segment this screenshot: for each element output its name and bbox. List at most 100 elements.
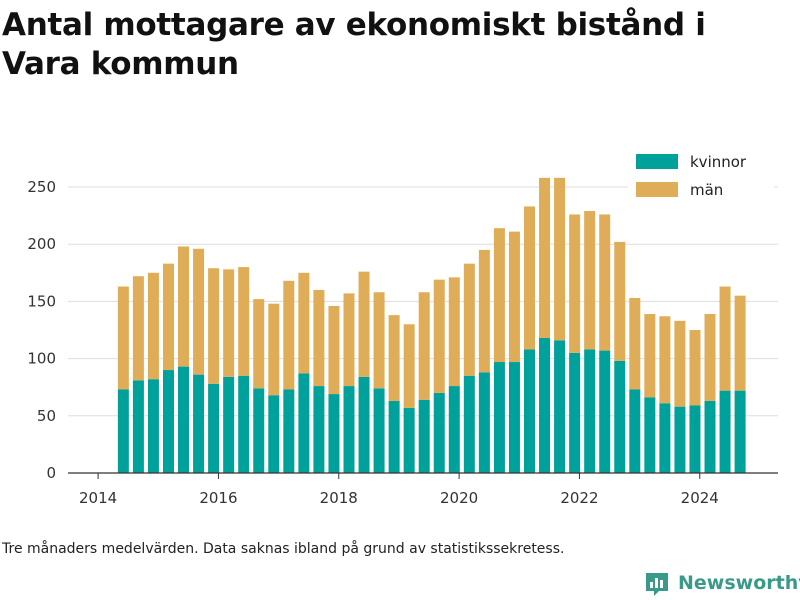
bar-kvinnor — [358, 376, 370, 473]
bar-kvinnor — [343, 386, 355, 473]
bar-kvinnor — [508, 362, 520, 473]
bar-kvinnor — [463, 375, 475, 473]
bar-man — [463, 263, 475, 376]
bar-man — [343, 293, 355, 387]
bar-man — [298, 272, 310, 374]
bar-man — [358, 271, 370, 377]
x-tick-label: 2016 — [199, 489, 237, 507]
x-tick-label: 2014 — [79, 489, 117, 507]
x-tick-label: 2018 — [320, 489, 358, 507]
bar-kvinnor — [147, 379, 159, 473]
bar-man — [719, 286, 731, 391]
bar-kvinnor — [689, 405, 701, 473]
bar-kvinnor — [584, 349, 596, 473]
bars — [117, 177, 746, 473]
legend: kvinnor män — [628, 147, 774, 207]
bar-man — [569, 214, 581, 353]
bar-man — [313, 289, 325, 387]
axes: 0 50 100 150 200 250 2014 2016 2018 2020 2022 2024 — [27, 178, 778, 507]
x-tick-label: 2022 — [560, 489, 598, 507]
bar-kvinnor — [493, 362, 505, 473]
bar-man — [524, 206, 535, 350]
bar-kvinnor — [524, 349, 535, 473]
bar-kvinnor — [298, 373, 310, 473]
bar-kvinnor — [704, 400, 716, 473]
bar-man — [599, 214, 611, 351]
bar-kvinnor — [599, 350, 611, 473]
newsworthy-logo-icon — [646, 573, 668, 596]
bar-man — [554, 177, 566, 341]
bar-kvinnor — [238, 375, 250, 473]
bar-man — [117, 286, 129, 390]
y-tick-label: 0 — [46, 464, 56, 482]
bar-man — [208, 268, 220, 384]
bar-man — [584, 211, 596, 350]
bar-man — [433, 279, 445, 393]
bar-man — [268, 303, 280, 396]
bar-kvinnor — [659, 403, 671, 473]
bar-kvinnor — [162, 370, 174, 473]
bar-man — [388, 315, 400, 401]
bar-man — [238, 267, 250, 376]
bar-kvinnor — [734, 390, 746, 473]
bar-man — [644, 313, 656, 398]
bar-kvinnor — [478, 372, 490, 473]
bar-man — [508, 231, 520, 363]
legend-label-kvinnor: kvinnor — [690, 153, 747, 171]
bar-kvinnor — [539, 338, 551, 473]
brand-logo[interactable]: Newsworthy — [642, 568, 800, 600]
legend-swatch-man — [636, 182, 678, 197]
bar-man — [734, 295, 746, 391]
bar-kvinnor — [448, 386, 460, 473]
x-tick-label: 2024 — [681, 489, 719, 507]
y-tick-label: 200 — [27, 235, 56, 253]
bar-kvinnor — [554, 340, 566, 473]
bar-man — [478, 249, 490, 373]
bar-kvinnor — [674, 406, 686, 473]
y-tick-label: 100 — [27, 350, 56, 368]
x-tick-label: 2020 — [440, 489, 478, 507]
bar-kvinnor — [719, 390, 731, 473]
y-tick-label: 50 — [37, 407, 56, 425]
bar-kvinnor — [283, 389, 295, 473]
bar-kvinnor — [178, 366, 190, 473]
bar-man — [659, 316, 671, 404]
bar-kvinnor — [132, 380, 144, 473]
bar-man — [147, 272, 159, 380]
bar-kvinnor — [313, 386, 325, 473]
bar-kvinnor — [223, 376, 235, 473]
brand-name: Newsworthy — [678, 572, 800, 594]
bar-kvinnor — [373, 388, 385, 473]
bar-man — [448, 277, 460, 387]
bar-kvinnor — [388, 400, 400, 473]
legend-label-man: män — [690, 181, 723, 199]
bar-man — [253, 299, 265, 389]
bar-man — [614, 241, 626, 361]
bar-kvinnor — [208, 383, 220, 473]
bar-man — [223, 269, 235, 377]
bar-man — [674, 320, 686, 407]
bar-kvinnor — [253, 388, 265, 473]
bar-kvinnor — [328, 394, 340, 473]
bar-man — [704, 313, 716, 401]
bar-man — [629, 297, 641, 390]
bar-kvinnor — [433, 392, 445, 473]
bar-kvinnor — [418, 399, 430, 473]
y-tick-label: 150 — [27, 292, 56, 310]
bar-man — [283, 280, 295, 390]
bar-man — [418, 292, 430, 400]
bar-man — [403, 324, 415, 408]
bar-man — [689, 330, 701, 406]
legend-swatch-kvinnor — [636, 154, 678, 169]
bar-kvinnor — [629, 389, 641, 473]
y-tick-label: 250 — [27, 178, 56, 196]
chart-title: Antal mottagare av ekonomiskt bistånd i … — [2, 7, 706, 82]
bar-man — [328, 305, 340, 395]
bar-man — [539, 177, 551, 339]
bar-kvinnor — [268, 395, 280, 473]
bar-kvinnor — [614, 360, 626, 473]
bar-man — [178, 246, 190, 367]
bar-man — [193, 248, 205, 375]
footnote: Tre månaders medelvärden. Data saknas ib… — [2, 541, 565, 557]
